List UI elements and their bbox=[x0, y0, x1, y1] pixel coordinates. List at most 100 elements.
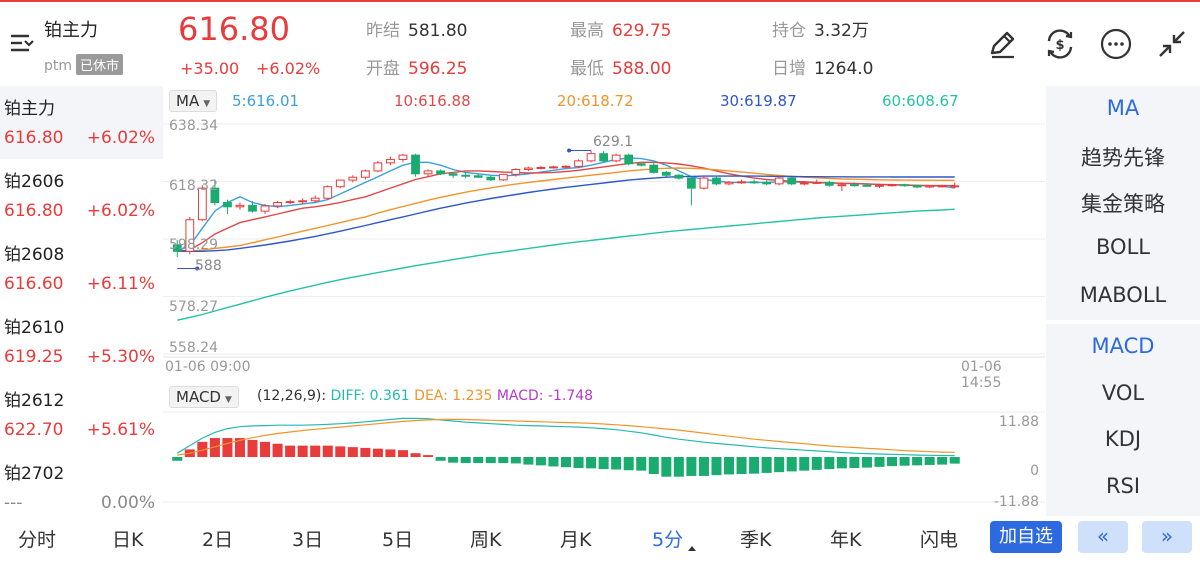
tab-yearly-k[interactable]: 年K bbox=[830, 529, 862, 551]
macd-bar bbox=[548, 457, 559, 467]
price-change-pct: +6.02% bbox=[256, 59, 321, 78]
contract-list: 铂主力 616.80 +6.02% 铂2606 616.80 +6.02% 铂2… bbox=[0, 86, 163, 516]
macd-bar bbox=[310, 445, 321, 457]
list-item-pct: +6.02% bbox=[86, 201, 155, 221]
candle-body bbox=[624, 154, 634, 165]
macd-selector[interactable]: MACD ▼ bbox=[169, 386, 239, 408]
list-item[interactable]: 铂2608 616.60 +6.11% bbox=[0, 232, 163, 305]
tab-5day[interactable]: 5日 bbox=[382, 529, 414, 551]
edit-icon[interactable] bbox=[984, 26, 1020, 62]
tab-quarterly-k[interactable]: 季K bbox=[740, 529, 772, 551]
macd-bar bbox=[260, 441, 271, 457]
prev-button[interactable]: « bbox=[1078, 521, 1128, 553]
indicator-maboll[interactable]: MABOLL bbox=[1079, 283, 1167, 307]
macd-bar bbox=[360, 447, 371, 457]
indicator-strategy[interactable]: 集金策略 bbox=[1081, 192, 1165, 216]
candle-body bbox=[712, 177, 721, 185]
more-icon[interactable] bbox=[1098, 26, 1134, 62]
stat-open-interest: 持仓 3.32万 bbox=[772, 16, 869, 41]
candle-body bbox=[636, 163, 646, 166]
time-axis-end: 01-06 14:55 bbox=[961, 359, 1002, 391]
contract-code: ptm 已休市 bbox=[44, 54, 124, 75]
tab-timeshare[interactable]: 分时 bbox=[18, 529, 57, 551]
collapse-icon[interactable] bbox=[1154, 26, 1190, 62]
macd-bar bbox=[724, 457, 735, 475]
macd-bar bbox=[397, 450, 408, 457]
tab-5min[interactable]: 5分 bbox=[652, 529, 684, 551]
add-watchlist-button[interactable]: 加自选 bbox=[990, 521, 1062, 553]
time-axis-start: 01-06 09:00 bbox=[165, 359, 251, 375]
list-item-price: 616.60 bbox=[4, 274, 64, 294]
price-axis-label: 598.29 bbox=[169, 237, 218, 253]
tab-2day[interactable]: 2日 bbox=[202, 529, 234, 551]
stat-daily-increase: 日增 1264.0 bbox=[772, 54, 873, 79]
macd-bar bbox=[899, 457, 910, 466]
ma30-legend: 30:619.87 bbox=[720, 92, 797, 110]
indicator-macd[interactable]: MACD bbox=[1091, 334, 1155, 358]
menu-icon[interactable] bbox=[10, 32, 36, 54]
contract-code-text: ptm bbox=[44, 58, 73, 74]
tab-weekly-k[interactable]: 周K bbox=[470, 529, 502, 551]
price-axis-label: 558.24 bbox=[169, 340, 218, 356]
candle-body bbox=[850, 184, 859, 187]
ma-line bbox=[177, 208, 955, 321]
stat-label: 开盘 bbox=[366, 59, 400, 79]
contract-name: 铂主力 bbox=[44, 20, 98, 41]
candle-body bbox=[737, 181, 746, 184]
kline-chart[interactable] bbox=[163, 114, 1045, 384]
candle-body bbox=[724, 181, 734, 185]
list-item[interactable]: 铂2610 619.25 +5.30% bbox=[0, 305, 163, 378]
tab-3day[interactable]: 3日 bbox=[292, 529, 324, 551]
list-item-pct: +5.30% bbox=[86, 347, 155, 367]
indicator-vol[interactable]: VOL bbox=[1101, 381, 1145, 405]
list-item-pct: +5.61% bbox=[86, 420, 155, 440]
macd-bar bbox=[949, 457, 960, 464]
list-item[interactable]: 铂主力 616.80 +6.02% bbox=[0, 86, 163, 159]
candle-body bbox=[386, 158, 395, 164]
stat-high: 最高 629.75 bbox=[570, 16, 671, 41]
price-change: +35.00 bbox=[180, 59, 240, 78]
candle-body bbox=[285, 201, 295, 204]
candle-body bbox=[661, 171, 671, 176]
macd-bar bbox=[786, 457, 797, 472]
macd-bar bbox=[611, 457, 622, 470]
candle-body bbox=[235, 204, 245, 208]
tab-daily-k[interactable]: 日K bbox=[112, 529, 144, 551]
macd-bar bbox=[197, 441, 208, 457]
stat-prev-settle: 昨结 581.80 bbox=[366, 16, 467, 41]
next-button[interactable]: » bbox=[1142, 521, 1192, 553]
indicator-trend-pioneer[interactable]: 趋势先锋 bbox=[1081, 146, 1165, 170]
exchange-icon[interactable]: $ bbox=[1042, 26, 1078, 62]
macd-params: (12,26,9): bbox=[257, 388, 327, 404]
ma10-legend: 10:616.88 bbox=[394, 92, 471, 110]
macd-bar bbox=[172, 457, 183, 461]
candle-body bbox=[310, 197, 320, 202]
indicator-boll[interactable]: BOLL bbox=[1096, 235, 1150, 259]
macd-bar bbox=[322, 445, 333, 457]
candle-body bbox=[411, 154, 420, 175]
candle-body bbox=[875, 184, 884, 187]
list-item[interactable]: 铂2702 --- 0.00% bbox=[0, 451, 163, 524]
macd-chart[interactable] bbox=[163, 410, 1045, 514]
chevron-down-icon: ▼ bbox=[224, 395, 232, 405]
indicator-ma[interactable]: MA bbox=[1106, 96, 1140, 120]
candle-body bbox=[498, 173, 508, 181]
ma-selector[interactable]: MA ▼ bbox=[169, 90, 218, 112]
indicator-rsi[interactable]: RSI bbox=[1105, 474, 1141, 498]
macd-bar bbox=[849, 457, 860, 468]
candle-body bbox=[448, 173, 458, 176]
candle-body bbox=[950, 185, 960, 188]
indicator-kdj[interactable]: KDJ bbox=[1104, 427, 1142, 451]
list-item[interactable]: 铂2612 622.70 +5.61% bbox=[0, 378, 163, 451]
candle-body bbox=[223, 202, 232, 208]
candle-body bbox=[611, 154, 621, 162]
candle-body bbox=[436, 170, 445, 175]
list-item-name: 铂主力 bbox=[4, 99, 55, 119]
macd-bar bbox=[410, 453, 421, 457]
macd-legend: (12,26,9): DIFF: 0.361 DEA: 1.235 MACD: … bbox=[257, 388, 593, 404]
candle-body bbox=[561, 165, 571, 168]
tab-monthly-k[interactable]: 月K bbox=[560, 529, 592, 551]
indicator-panel: MA 趋势先锋 集金策略 BOLL MABOLL MACD VOL KDJ RS… bbox=[1046, 86, 1200, 516]
tab-flash[interactable]: 闪电 bbox=[920, 529, 959, 551]
list-item[interactable]: 铂2606 616.80 +6.02% bbox=[0, 159, 163, 232]
